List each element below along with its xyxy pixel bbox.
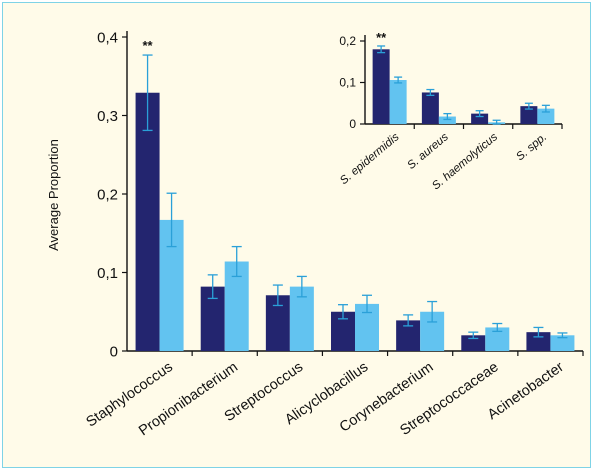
inset-bar bbox=[520, 106, 538, 124]
y-tick-label: 0,4 bbox=[97, 29, 118, 46]
inset-bar bbox=[471, 113, 489, 124]
inset-bar bbox=[389, 80, 407, 124]
y-tick-label: 0,2 bbox=[97, 186, 118, 203]
inset-bar bbox=[372, 49, 390, 124]
bar bbox=[135, 92, 160, 352]
inset-category-label: S. epidermidis bbox=[338, 131, 402, 187]
inset-bar bbox=[438, 116, 456, 124]
bar bbox=[485, 327, 510, 351]
bar bbox=[461, 335, 486, 351]
y-tick-label: 0,1 bbox=[97, 265, 118, 282]
inset-bar bbox=[537, 108, 555, 124]
y-tick-label: 0 bbox=[110, 343, 118, 360]
bar bbox=[550, 335, 575, 351]
inset-category-label: S. aureus bbox=[405, 131, 451, 172]
inset-y-tick-label: 0,2 bbox=[339, 34, 356, 48]
bar bbox=[526, 332, 551, 351]
main-chart: 00,10,20,30,4StaphylococcusPropionibacte… bbox=[83, 29, 584, 439]
inset-y-tick-label: 0 bbox=[349, 117, 356, 131]
inset-y-tick-label: 0,1 bbox=[339, 76, 356, 90]
bar-chart: Average Proportion 00,10,20,30,4Staphylo… bbox=[46, 29, 584, 439]
chart-frame: Average Proportion 0 0,1 0,2 0,3 0,4 Staphylo… bbox=[2, 2, 591, 468]
inset-category-label: S. spp. bbox=[514, 131, 549, 163]
inset-significance-marker: ** bbox=[376, 30, 387, 45]
y-axis-title: Average Proportion bbox=[46, 139, 61, 251]
y-tick-label: 0,3 bbox=[97, 108, 118, 125]
inset-bar bbox=[421, 92, 439, 124]
significance-marker: ** bbox=[143, 38, 154, 53]
